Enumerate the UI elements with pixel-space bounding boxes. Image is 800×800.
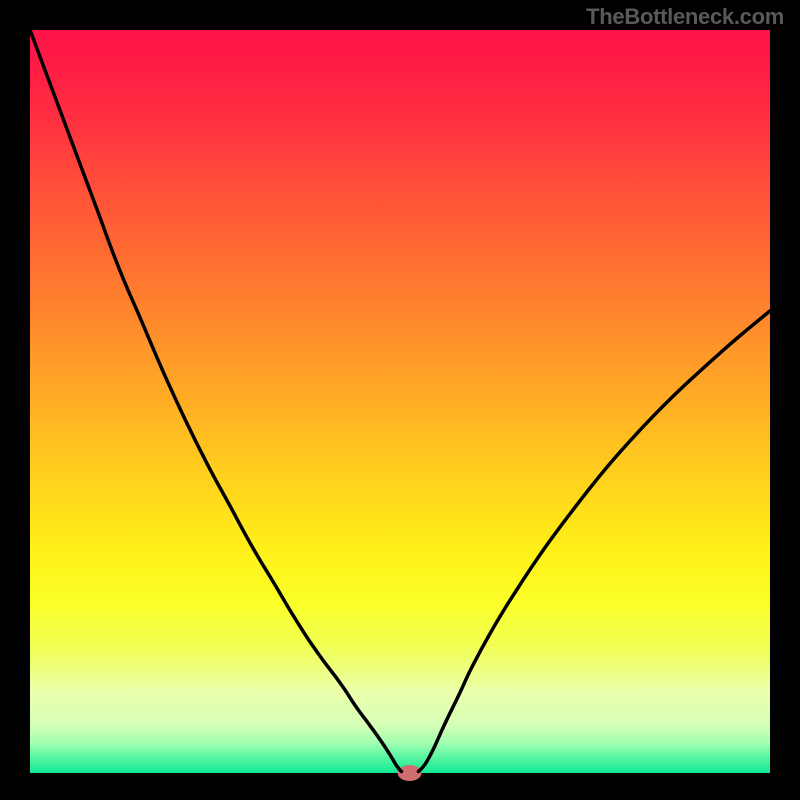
watermark-label: TheBottleneck.com [586, 4, 784, 30]
chart-root: TheBottleneck.com [0, 0, 800, 800]
bottleneck-curve-chart [0, 0, 800, 800]
plot-background [30, 30, 770, 773]
